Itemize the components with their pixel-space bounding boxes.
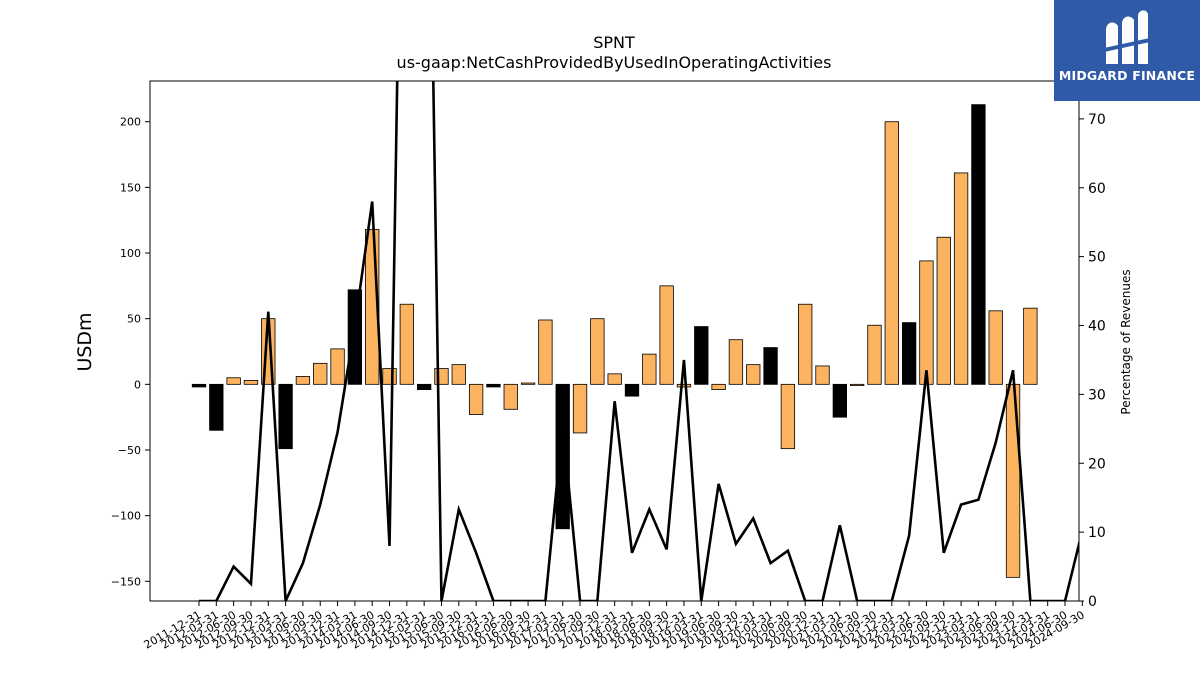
bar — [590, 318, 605, 385]
y2-axis-label: Percentage of Revenues — [1119, 269, 1133, 414]
y2-tick-label: 20 — [1088, 456, 1106, 472]
y-tick-label: −100 — [111, 510, 141, 523]
chart-title: SPNT — [593, 33, 635, 52]
y2-tick-label: 0 — [1088, 594, 1097, 610]
y-tick-label: 100 — [120, 247, 141, 260]
brand-logo: MIDGARD FINANCE — [1054, 0, 1200, 101]
bar — [971, 104, 986, 385]
bar — [278, 383, 293, 450]
bar — [209, 383, 224, 431]
bar — [347, 289, 363, 385]
x-ticks: 2011-12-312012-03-312012-06-302012-09-30… — [142, 601, 1087, 652]
bar — [659, 285, 674, 385]
y-ticks: −150 −100 −50 0 50 100 150 200 — [111, 116, 150, 588]
y2-tick-label: 50 — [1088, 250, 1106, 266]
bar — [624, 383, 640, 397]
bar — [572, 383, 588, 434]
bar — [676, 383, 692, 388]
bar — [988, 310, 1003, 385]
bar — [763, 347, 778, 385]
bar — [417, 383, 432, 390]
bar — [382, 368, 397, 385]
bar — [1005, 383, 1021, 578]
logo-text: MIDGARD FINANCE — [1058, 68, 1196, 83]
bar — [919, 260, 934, 385]
y2-tick-label: 30 — [1088, 387, 1106, 403]
bar — [538, 319, 553, 385]
bar — [399, 303, 414, 385]
logo-mark-icon — [1104, 10, 1150, 64]
bar — [642, 353, 657, 385]
y-tick-label: 50 — [127, 313, 141, 326]
bar — [798, 303, 813, 385]
y-tick-label: −150 — [111, 575, 141, 588]
y2-tick-label: 60 — [1088, 181, 1106, 197]
bar — [503, 383, 518, 410]
bar — [884, 121, 899, 385]
bar — [555, 383, 570, 530]
bar — [850, 383, 865, 386]
y2-tick-label: 70 — [1088, 112, 1106, 128]
y2-ticks: 0 10 20 30 40 50 60 70 — [1079, 112, 1106, 610]
bar — [815, 365, 830, 385]
y2-tick-label: 10 — [1088, 525, 1106, 541]
bar — [936, 236, 951, 385]
bar — [191, 383, 207, 388]
bar — [1023, 307, 1038, 385]
bar — [226, 377, 241, 385]
y-tick-label: 200 — [120, 116, 141, 129]
y-axis-label: USDm — [74, 312, 96, 371]
bar — [780, 383, 796, 450]
bar — [711, 383, 726, 390]
y-tick-label: −50 — [118, 444, 141, 457]
bar — [520, 382, 536, 385]
bar — [330, 348, 345, 385]
bar — [901, 322, 917, 385]
chart-subtitle: us-gaap:NetCashProvidedByUsedInOperating… — [397, 53, 832, 72]
bar — [468, 383, 484, 415]
bar — [694, 326, 709, 385]
bar — [451, 364, 466, 385]
bar — [746, 364, 761, 385]
bar — [607, 373, 622, 385]
bar — [832, 383, 847, 418]
bar — [313, 362, 328, 385]
bars-layer — [191, 104, 1038, 578]
series-line — [199, 81, 1079, 601]
bar — [243, 379, 259, 385]
bar — [953, 172, 969, 385]
bar — [728, 339, 744, 385]
line-layer — [199, 81, 1079, 601]
bar — [295, 376, 311, 385]
y-tick-label: 150 — [120, 181, 141, 194]
y-tick-label: 0 — [134, 378, 141, 391]
bar — [486, 383, 501, 388]
bar — [867, 324, 882, 385]
y2-tick-label: 40 — [1088, 319, 1106, 335]
